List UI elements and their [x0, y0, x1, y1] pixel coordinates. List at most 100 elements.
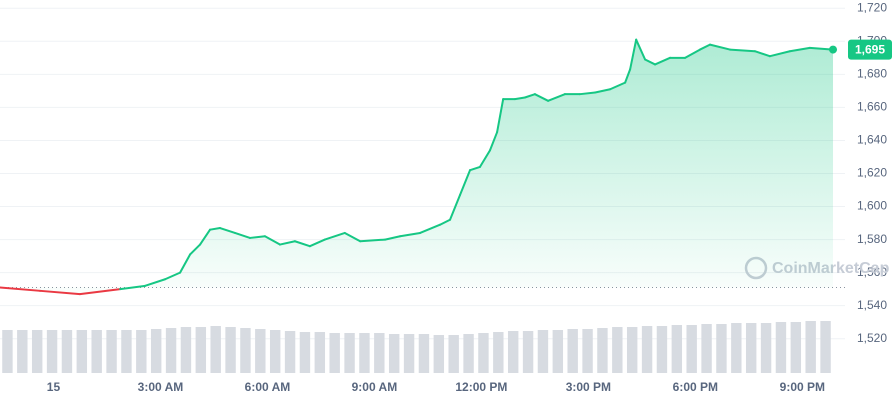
- volume-bar: [106, 330, 117, 373]
- volume-bar: [374, 333, 385, 373]
- volume-bar: [775, 322, 787, 373]
- line-segment: [0, 286, 41, 292]
- line-segment: [323, 231, 346, 241]
- x-tick-label: 9:00 AM: [352, 380, 398, 394]
- line-segment: [629, 38, 638, 71]
- volume-bar: [745, 323, 757, 373]
- price-badge-label: 1,695: [855, 43, 885, 57]
- volume-bar: [180, 327, 192, 373]
- volume-bar: [299, 332, 311, 373]
- line-segment: [209, 227, 222, 231]
- volume-bar: [210, 326, 221, 373]
- x-tick-label: 3:00 AM: [138, 380, 184, 394]
- volume-bar: [76, 330, 88, 373]
- volume-bar: [314, 332, 326, 373]
- volume-bar: [255, 329, 266, 373]
- line-segment: [728, 48, 756, 53]
- volume-bar: [537, 330, 549, 373]
- volume-bar: [597, 328, 608, 373]
- line-segment: [384, 235, 402, 241]
- volume-bar: [91, 330, 102, 373]
- x-tick-label: 3:00 PM: [566, 380, 611, 394]
- line-segment: [594, 88, 612, 94]
- volume-bar: [820, 321, 831, 373]
- volume-bar: [671, 325, 683, 373]
- volume-bar: [61, 330, 73, 373]
- line-segment: [654, 56, 672, 66]
- volume-bar: [329, 333, 340, 373]
- volume-bar: [507, 331, 519, 373]
- volume-bar: [701, 324, 712, 373]
- y-tick-label: 1,520: [857, 331, 887, 345]
- line-segment: [753, 50, 771, 58]
- volume-bar: [760, 323, 772, 373]
- last-point: [829, 45, 838, 54]
- x-tick-label: 6:00 PM: [673, 380, 718, 394]
- line-segment: [788, 46, 811, 53]
- volume-bar: [567, 329, 578, 373]
- y-tick-label: 1,620: [857, 166, 887, 180]
- area: [0, 39, 834, 295]
- volume-bar: [656, 326, 668, 373]
- y-tick-label: 1,640: [857, 133, 887, 147]
- line-segment: [38, 289, 81, 296]
- volume-bar: [686, 325, 697, 373]
- line-segment: [488, 131, 499, 152]
- volume-bar: [418, 334, 430, 373]
- volume-bar: [433, 335, 445, 373]
- volume-bar: [344, 333, 355, 373]
- volume-bar: [46, 330, 58, 373]
- y-tick-label: 1,680: [857, 67, 887, 81]
- line-segment: [248, 235, 266, 239]
- y-tick-label: 1,600: [857, 199, 887, 213]
- volume-bar: [805, 321, 816, 373]
- line-segment: [144, 278, 167, 287]
- line-segment: [219, 227, 236, 234]
- line-segment: [199, 228, 212, 246]
- line-segment: [578, 91, 597, 96]
- volume-bar: [388, 334, 400, 373]
- volume-bar: [463, 334, 474, 373]
- line-segment: [293, 240, 311, 248]
- line-segment: [478, 149, 491, 168]
- line-segment: [263, 235, 281, 246]
- volume-bar: [121, 330, 132, 373]
- volume-bar: [284, 331, 296, 373]
- line-segment: [179, 253, 192, 274]
- volume-bar: [225, 327, 236, 373]
- line-segment: [439, 218, 452, 226]
- y-tick-label: 1,720: [857, 0, 887, 14]
- volume-bar: [403, 334, 415, 373]
- line-segment: [419, 223, 442, 234]
- line-segment: [459, 169, 471, 196]
- line-segment: [189, 243, 202, 256]
- line-segment: [644, 58, 657, 66]
- line-segment: [684, 48, 701, 59]
- volume-bar: [136, 330, 147, 373]
- y-tick-label: 1,560: [857, 265, 887, 279]
- line-segment: [278, 240, 296, 246]
- line-segment: [496, 98, 505, 134]
- price-badge: [848, 39, 892, 60]
- line-segment: [624, 68, 632, 84]
- volume-bar: [731, 323, 742, 373]
- x-tick-label: 12:00 PM: [455, 380, 507, 394]
- volume-bar: [582, 329, 593, 373]
- volume-bar: [195, 327, 207, 373]
- line-segment: [359, 238, 387, 243]
- line-segment: [119, 284, 147, 291]
- line-segment: [698, 43, 711, 51]
- line-segment: [708, 43, 731, 51]
- volume-bar: [612, 327, 623, 373]
- y-tick-label: 1,580: [857, 232, 887, 246]
- line-segment: [513, 96, 526, 101]
- volume-bar: [493, 332, 504, 373]
- line-segment: [233, 231, 251, 239]
- volume-bar: [359, 333, 370, 373]
- y-tick-label: 1,540: [857, 298, 887, 312]
- line-segment: [523, 93, 536, 99]
- x-tick-label: 15: [47, 380, 61, 394]
- volume-bar: [17, 330, 28, 373]
- y-tick-label: 1,660: [857, 100, 887, 114]
